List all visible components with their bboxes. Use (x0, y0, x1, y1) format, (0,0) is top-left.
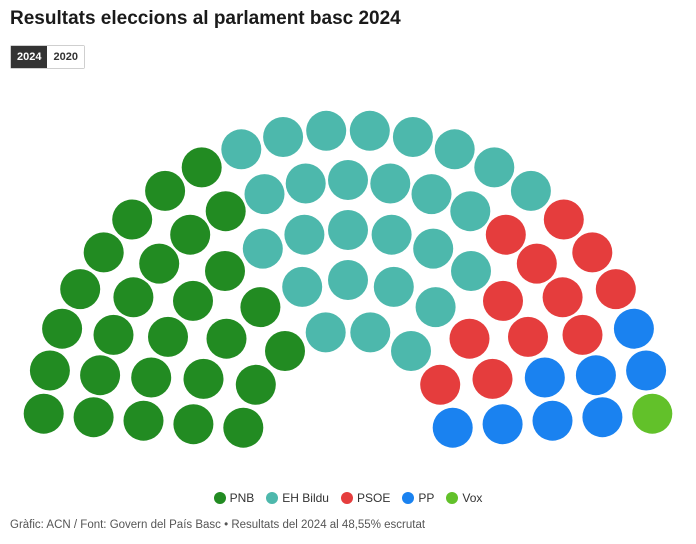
legend-swatch-pp (402, 492, 415, 504)
seat-pnb[interactable] (235, 364, 276, 405)
legend-item-pp[interactable]: PP (402, 491, 434, 505)
legend-swatch-psoe (340, 492, 353, 504)
seat-pnb[interactable] (113, 277, 154, 318)
seat-pnb[interactable] (223, 407, 264, 448)
seat-psoe[interactable] (485, 214, 526, 255)
seat-pnb[interactable] (170, 214, 211, 255)
seat-psoe[interactable] (449, 318, 490, 359)
seat-pnb[interactable] (205, 251, 245, 291)
seat-eh-bildu[interactable] (285, 163, 326, 204)
seat-pnb[interactable] (60, 269, 101, 310)
seat-pp[interactable] (524, 357, 565, 398)
seat-pnb[interactable] (131, 357, 172, 398)
seat-pnb[interactable] (139, 243, 180, 284)
legend-label-vox: Vox (462, 491, 483, 505)
seat-pp[interactable] (626, 350, 667, 391)
seat-pnb[interactable] (181, 147, 222, 188)
seat-eh-bildu[interactable] (350, 312, 391, 353)
seat-eh-bildu[interactable] (306, 110, 347, 151)
seat-pp[interactable] (613, 308, 654, 349)
legend-swatch-vox (446, 492, 459, 504)
legend: PNB EH Bildu PSOE PP Vox (0, 491, 696, 505)
seat-eh-bildu[interactable] (371, 214, 412, 255)
seat-pnb[interactable] (93, 314, 134, 355)
legend-swatch-eh-bildu (266, 492, 279, 504)
seat-pnb[interactable] (73, 397, 114, 438)
seat-eh-bildu[interactable] (510, 170, 551, 211)
seat-eh-bildu[interactable] (349, 110, 390, 151)
seat-psoe[interactable] (595, 269, 636, 310)
legend-item-eh-bildu[interactable]: EH Bildu (266, 491, 329, 505)
seat-eh-bildu[interactable] (263, 117, 304, 157)
seat-eh-bildu[interactable] (415, 287, 456, 328)
seat-eh-bildu[interactable] (242, 228, 283, 269)
seat-pnb[interactable] (205, 191, 246, 232)
seat-pnb[interactable] (29, 350, 70, 391)
seat-psoe[interactable] (420, 364, 461, 405)
seat-eh-bildu[interactable] (413, 228, 454, 269)
seat-pp[interactable] (432, 407, 473, 448)
seat-eh-bildu[interactable] (328, 210, 368, 250)
seat-psoe[interactable] (572, 232, 613, 273)
seat-pnb[interactable] (148, 316, 188, 357)
seat-pnb[interactable] (183, 358, 224, 399)
seat-pnb[interactable] (173, 404, 214, 445)
seat-eh-bildu[interactable] (474, 147, 515, 188)
seat-pp[interactable] (482, 404, 523, 445)
seat-eh-bildu[interactable] (391, 331, 431, 371)
legend-item-vox[interactable]: Vox (446, 491, 482, 505)
seat-pnb[interactable] (173, 280, 213, 321)
seat-eh-bildu[interactable] (328, 260, 368, 300)
seat-eh-bildu[interactable] (411, 174, 452, 215)
seat-eh-bildu[interactable] (392, 117, 433, 157)
seat-vox[interactable] (632, 393, 673, 434)
seat-pp[interactable] (575, 355, 616, 396)
seat-pnb[interactable] (206, 318, 247, 359)
seat-eh-bildu[interactable] (373, 266, 414, 307)
seat-pnb[interactable] (80, 355, 121, 396)
seat-pnb[interactable] (240, 287, 281, 328)
tab-2024[interactable]: 2024 (11, 46, 48, 68)
seat-pnb[interactable] (145, 170, 186, 211)
seat-eh-bildu[interactable] (305, 312, 346, 353)
seat-eh-bildu[interactable] (434, 129, 475, 170)
legend-item-psoe[interactable]: PSOE (340, 491, 391, 505)
seat-pp[interactable] (582, 397, 623, 438)
chart-title: Resultats eleccions al parlament basc 20… (10, 8, 401, 29)
seat-eh-bildu[interactable] (284, 214, 325, 255)
tab-2020[interactable]: 2020 (47, 46, 84, 68)
seat-psoe[interactable] (562, 314, 603, 355)
seat-psoe[interactable] (543, 199, 584, 240)
seat-psoe[interactable] (508, 316, 548, 357)
legend-swatch-pnb (213, 492, 226, 504)
legend-label-pp: PP (418, 491, 435, 505)
seat-psoe[interactable] (472, 358, 513, 399)
seat-pnb[interactable] (23, 393, 64, 434)
seat-pp[interactable] (532, 400, 573, 441)
legend-label-pnb: PNB (229, 491, 255, 505)
legend-label-eh-bildu: EH Bildu (282, 491, 329, 505)
seat-eh-bildu[interactable] (282, 266, 323, 307)
legend-item-pnb[interactable]: PNB (213, 491, 255, 505)
seat-pnb[interactable] (112, 199, 153, 240)
seat-pnb[interactable] (265, 331, 305, 371)
seat-eh-bildu[interactable] (244, 174, 285, 215)
seat-eh-bildu[interactable] (451, 251, 491, 291)
seat-pnb[interactable] (42, 308, 83, 349)
seat-psoe[interactable] (516, 243, 557, 284)
seat-pnb[interactable] (83, 232, 124, 273)
seat-eh-bildu[interactable] (328, 160, 368, 200)
year-toggle: 2024 2020 (10, 45, 85, 69)
parliament-chart (23, 110, 673, 448)
seat-eh-bildu[interactable] (450, 191, 491, 232)
seat-psoe[interactable] (542, 277, 583, 318)
seat-eh-bildu[interactable] (370, 163, 411, 204)
source-note: Gràfic: ACN / Font: Govern del País Basc… (10, 519, 426, 531)
seat-pnb[interactable] (123, 400, 164, 441)
legend-label-psoe: PSOE (356, 491, 391, 505)
seat-eh-bildu[interactable] (221, 129, 262, 170)
seat-psoe[interactable] (483, 280, 523, 321)
